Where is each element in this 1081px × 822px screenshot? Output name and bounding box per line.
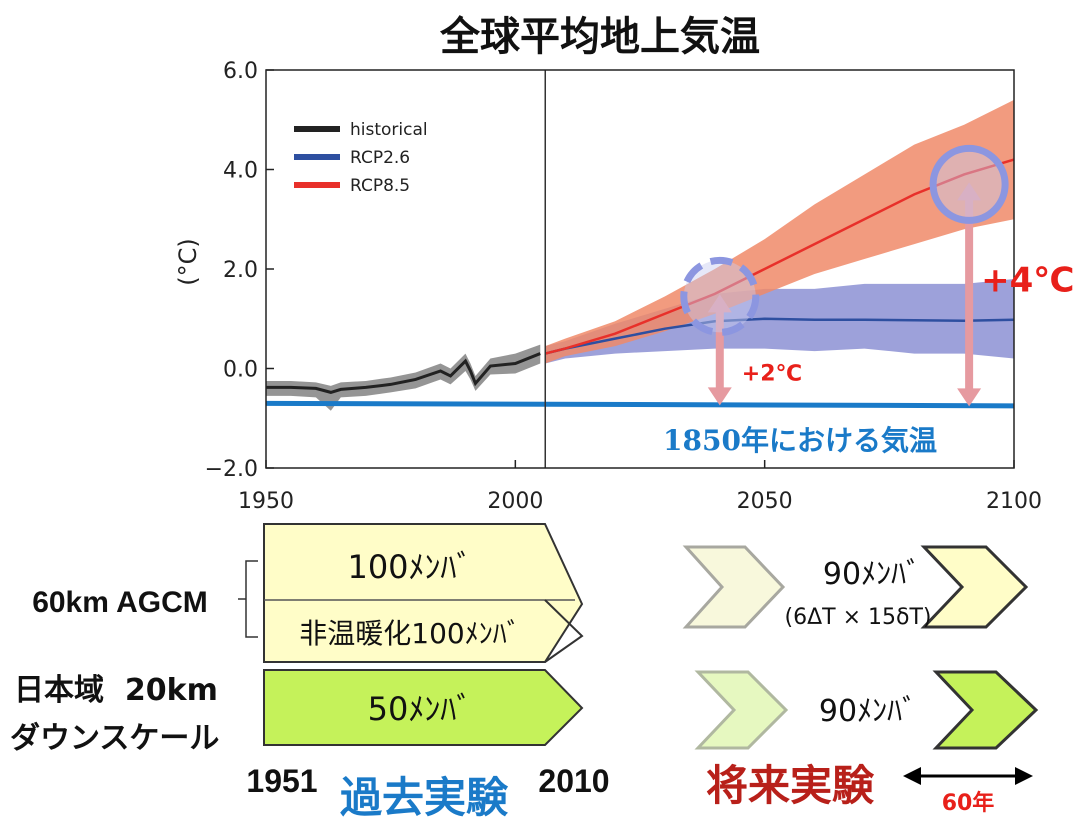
agcm-label: 60km AGCM — [32, 586, 208, 619]
future-agcm-chevron-end — [924, 547, 1026, 627]
legend: historical RCP2.6 RCP8.5 — [294, 120, 428, 196]
future-agcm-chevron-start — [686, 547, 783, 627]
legend-label-rcp85: RCP8.5 — [350, 176, 410, 196]
baseline-label: 1850年における気温 — [663, 424, 937, 457]
band-historical — [266, 345, 540, 411]
x-tick-label: 2000 — [487, 489, 543, 514]
future-agcm-detail: (6ΔT × 15δT) — [785, 605, 932, 630]
y-tick-label: −2.0 — [205, 457, 258, 482]
future-downscale-chevron-start — [698, 672, 786, 748]
y-tick-label: 2.0 — [223, 258, 258, 283]
future-downscale-chevron-end — [936, 672, 1036, 748]
future-agcm-members: 90ﾒﾝﾊﾞ — [823, 557, 921, 592]
downscale-label-line2: ダウンスケール — [10, 721, 219, 756]
uncertainty-bands — [266, 100, 1014, 411]
line-1850-baseline — [266, 403, 1014, 405]
x-tick-label: 2050 — [737, 489, 793, 514]
past-nonwarming-members: 非温暖化100ﾒﾝﾊﾞ — [299, 617, 520, 650]
legend-label-historical: historical — [350, 120, 428, 140]
legend-label-rcp26: RCP2.6 — [350, 148, 410, 168]
agcm-bracket — [246, 561, 258, 637]
past-downscale-members: 50ﾒﾝﾊﾞ — [368, 690, 473, 728]
x-tick-label: 2100 — [986, 489, 1042, 514]
future-experiment-label: 将来実験 — [706, 761, 875, 810]
chart-title: 全球平均地上気温 — [439, 14, 760, 60]
past-start-year: 1951 — [246, 763, 317, 799]
circle-2deg-highlight — [684, 260, 756, 332]
y-tick-label: 6.0 — [223, 59, 258, 84]
plus-4-label: +4℃ — [981, 260, 1074, 300]
plus-2-label: +2℃ — [742, 362, 802, 387]
span-label: 60年 — [942, 790, 995, 816]
past-experiment-label: 過去実験 — [340, 773, 509, 822]
downscale-label-line1: 日本域 20km — [14, 673, 218, 708]
experiment-diagram: 100ﾒﾝﾊﾞ 非温暖化100ﾒﾝﾊﾞ 50ﾒﾝﾊﾞ 60km AGCM 日本域… — [10, 524, 1036, 822]
past-end-year: 2010 — [538, 763, 609, 799]
circle-4deg-highlight — [933, 148, 1005, 220]
x-tick-label: 1950 — [238, 489, 294, 514]
y-tick-label: 0.0 — [223, 358, 258, 383]
y-tick-label: 4.0 — [223, 159, 258, 184]
past-agcm-members: 100ﾒﾝﾊﾞ — [347, 548, 472, 586]
future-downscale-members: 90ﾒﾝﾊﾞ — [819, 694, 917, 729]
y-axis-label: (°C) — [174, 238, 202, 285]
